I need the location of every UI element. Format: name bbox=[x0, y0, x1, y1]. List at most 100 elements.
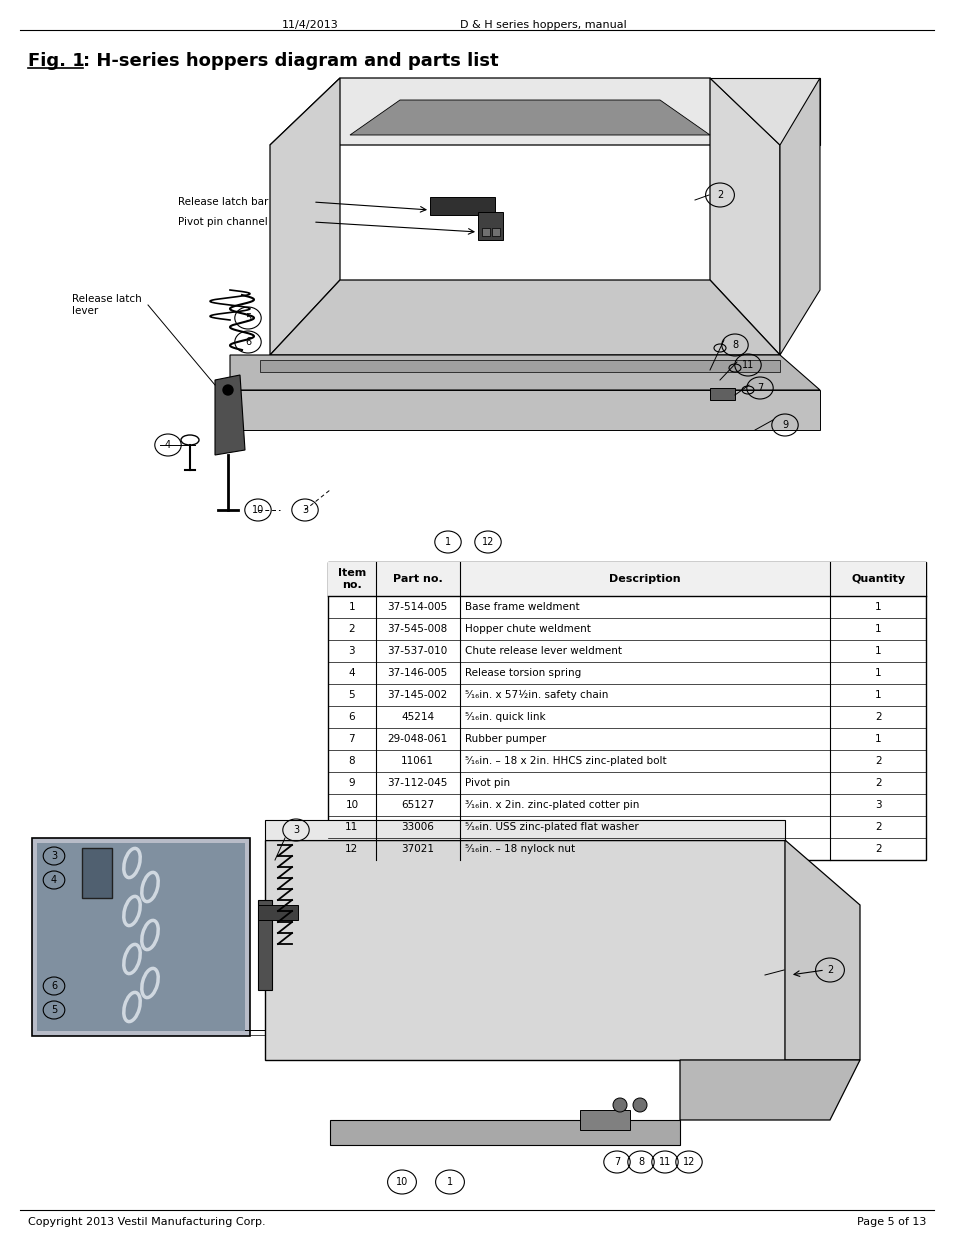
Polygon shape bbox=[270, 78, 339, 354]
Polygon shape bbox=[265, 820, 784, 840]
Text: 7: 7 bbox=[613, 1157, 619, 1167]
Text: Release latch
lever: Release latch lever bbox=[71, 294, 142, 316]
Text: 11: 11 bbox=[741, 359, 753, 370]
Text: Description: Description bbox=[608, 574, 680, 584]
Text: 4: 4 bbox=[51, 876, 57, 885]
Text: 6: 6 bbox=[245, 337, 251, 347]
Text: 2: 2 bbox=[874, 778, 881, 788]
Text: 10: 10 bbox=[395, 1177, 408, 1187]
Text: 3: 3 bbox=[293, 825, 298, 835]
Text: 9: 9 bbox=[348, 778, 355, 788]
Text: 1: 1 bbox=[874, 668, 881, 678]
Circle shape bbox=[223, 385, 233, 395]
Text: 11061: 11061 bbox=[401, 756, 434, 766]
Text: 2: 2 bbox=[874, 713, 881, 722]
Text: 1: 1 bbox=[874, 601, 881, 613]
Text: ⁵⁄₁₆in. USS zinc-plated flat washer: ⁵⁄₁₆in. USS zinc-plated flat washer bbox=[464, 823, 638, 832]
Text: 12: 12 bbox=[481, 537, 494, 547]
Bar bbox=[328, 562, 925, 597]
Text: 1: 1 bbox=[348, 601, 355, 613]
Text: 10: 10 bbox=[345, 800, 358, 810]
Text: ⁵⁄₁₆in. quick link: ⁵⁄₁₆in. quick link bbox=[464, 713, 544, 722]
Text: 5: 5 bbox=[51, 1005, 57, 1015]
Polygon shape bbox=[784, 840, 859, 1060]
Bar bbox=[430, 198, 495, 215]
Text: 2: 2 bbox=[874, 823, 881, 832]
Text: 5: 5 bbox=[245, 312, 251, 324]
Text: D & H series hoppers, manual: D & H series hoppers, manual bbox=[459, 20, 626, 30]
Text: 12: 12 bbox=[682, 1157, 695, 1167]
Text: Hopper chute weldment: Hopper chute weldment bbox=[464, 624, 590, 634]
Text: 8: 8 bbox=[638, 1157, 643, 1167]
Text: Pivot pin channel: Pivot pin channel bbox=[178, 217, 268, 227]
Polygon shape bbox=[270, 280, 780, 354]
Text: 65127: 65127 bbox=[400, 800, 434, 810]
Text: 37-145-002: 37-145-002 bbox=[387, 690, 447, 700]
Bar bbox=[709, 388, 734, 400]
Polygon shape bbox=[270, 78, 780, 144]
Polygon shape bbox=[230, 354, 820, 390]
Bar bbox=[328, 562, 925, 860]
Bar bbox=[82, 848, 112, 898]
Text: 8: 8 bbox=[731, 340, 738, 350]
Text: 1: 1 bbox=[446, 1177, 453, 1187]
Text: Fig. 1: Fig. 1 bbox=[28, 52, 85, 70]
Text: 3: 3 bbox=[301, 505, 308, 515]
Text: 6: 6 bbox=[51, 981, 57, 990]
Polygon shape bbox=[709, 78, 820, 144]
Text: 2: 2 bbox=[874, 844, 881, 853]
Text: 5: 5 bbox=[348, 690, 355, 700]
Text: 12: 12 bbox=[345, 844, 358, 853]
Bar bbox=[477, 212, 502, 240]
Text: 33006: 33006 bbox=[401, 823, 434, 832]
Text: 1: 1 bbox=[874, 734, 881, 743]
Text: Rubber pumper: Rubber pumper bbox=[464, 734, 545, 743]
Text: 37-545-008: 37-545-008 bbox=[387, 624, 447, 634]
Text: ⁵⁄₁₆in. x 57½in. safety chain: ⁵⁄₁₆in. x 57½in. safety chain bbox=[464, 690, 607, 700]
Text: Pivot pin: Pivot pin bbox=[464, 778, 509, 788]
Text: 37-112-045: 37-112-045 bbox=[387, 778, 447, 788]
Text: 2: 2 bbox=[716, 190, 722, 200]
Polygon shape bbox=[257, 900, 272, 990]
Bar bbox=[492, 228, 499, 236]
Bar bbox=[481, 228, 490, 236]
Text: ³⁄₁₆in. x 2in. zinc-plated cotter pin: ³⁄₁₆in. x 2in. zinc-plated cotter pin bbox=[464, 800, 639, 810]
Polygon shape bbox=[709, 78, 780, 354]
Polygon shape bbox=[330, 1120, 679, 1145]
Bar bbox=[37, 844, 245, 1031]
Text: 3: 3 bbox=[348, 646, 355, 656]
Text: 6: 6 bbox=[348, 713, 355, 722]
Text: ⁵⁄₁₆in. – 18 x 2in. HHCS zinc-plated bolt: ⁵⁄₁₆in. – 18 x 2in. HHCS zinc-plated bol… bbox=[464, 756, 665, 766]
Text: Chute release lever weldment: Chute release lever weldment bbox=[464, 646, 621, 656]
Text: 2: 2 bbox=[348, 624, 355, 634]
Polygon shape bbox=[230, 390, 820, 430]
Text: 3: 3 bbox=[874, 800, 881, 810]
Text: ⁵⁄₁₆in. – 18 nylock nut: ⁵⁄₁₆in. – 18 nylock nut bbox=[464, 844, 574, 853]
Text: 3: 3 bbox=[51, 851, 57, 861]
Text: 2: 2 bbox=[874, 756, 881, 766]
Polygon shape bbox=[350, 100, 709, 135]
Text: 11/4/2013: 11/4/2013 bbox=[281, 20, 338, 30]
Polygon shape bbox=[679, 1060, 859, 1120]
Text: Item
no.: Item no. bbox=[337, 568, 366, 590]
Text: 37-514-005: 37-514-005 bbox=[387, 601, 447, 613]
Polygon shape bbox=[265, 840, 784, 1060]
Text: 7: 7 bbox=[348, 734, 355, 743]
Text: 1: 1 bbox=[874, 690, 881, 700]
Text: 37021: 37021 bbox=[401, 844, 434, 853]
Text: Part no.: Part no. bbox=[393, 574, 442, 584]
Text: Base frame weldment: Base frame weldment bbox=[464, 601, 578, 613]
Text: 11: 11 bbox=[659, 1157, 670, 1167]
Text: Page 5 of 13: Page 5 of 13 bbox=[856, 1216, 925, 1228]
Text: 1: 1 bbox=[444, 537, 451, 547]
Text: 10: 10 bbox=[252, 505, 264, 515]
Text: 9: 9 bbox=[781, 420, 787, 430]
Text: 1: 1 bbox=[874, 646, 881, 656]
Text: : H-series hoppers diagram and parts list: : H-series hoppers diagram and parts lis… bbox=[83, 52, 498, 70]
Polygon shape bbox=[214, 375, 245, 454]
Circle shape bbox=[613, 1098, 626, 1112]
Text: 1: 1 bbox=[874, 624, 881, 634]
Text: 45214: 45214 bbox=[400, 713, 434, 722]
Text: 37-537-010: 37-537-010 bbox=[387, 646, 447, 656]
Text: 7: 7 bbox=[756, 383, 762, 393]
